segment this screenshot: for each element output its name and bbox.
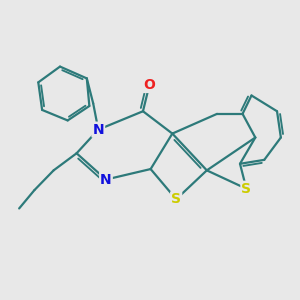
Text: S: S bbox=[242, 182, 251, 196]
Text: O: O bbox=[143, 78, 155, 92]
Text: S: S bbox=[171, 192, 181, 206]
Text: N: N bbox=[100, 172, 112, 187]
Text: N: N bbox=[92, 123, 104, 136]
